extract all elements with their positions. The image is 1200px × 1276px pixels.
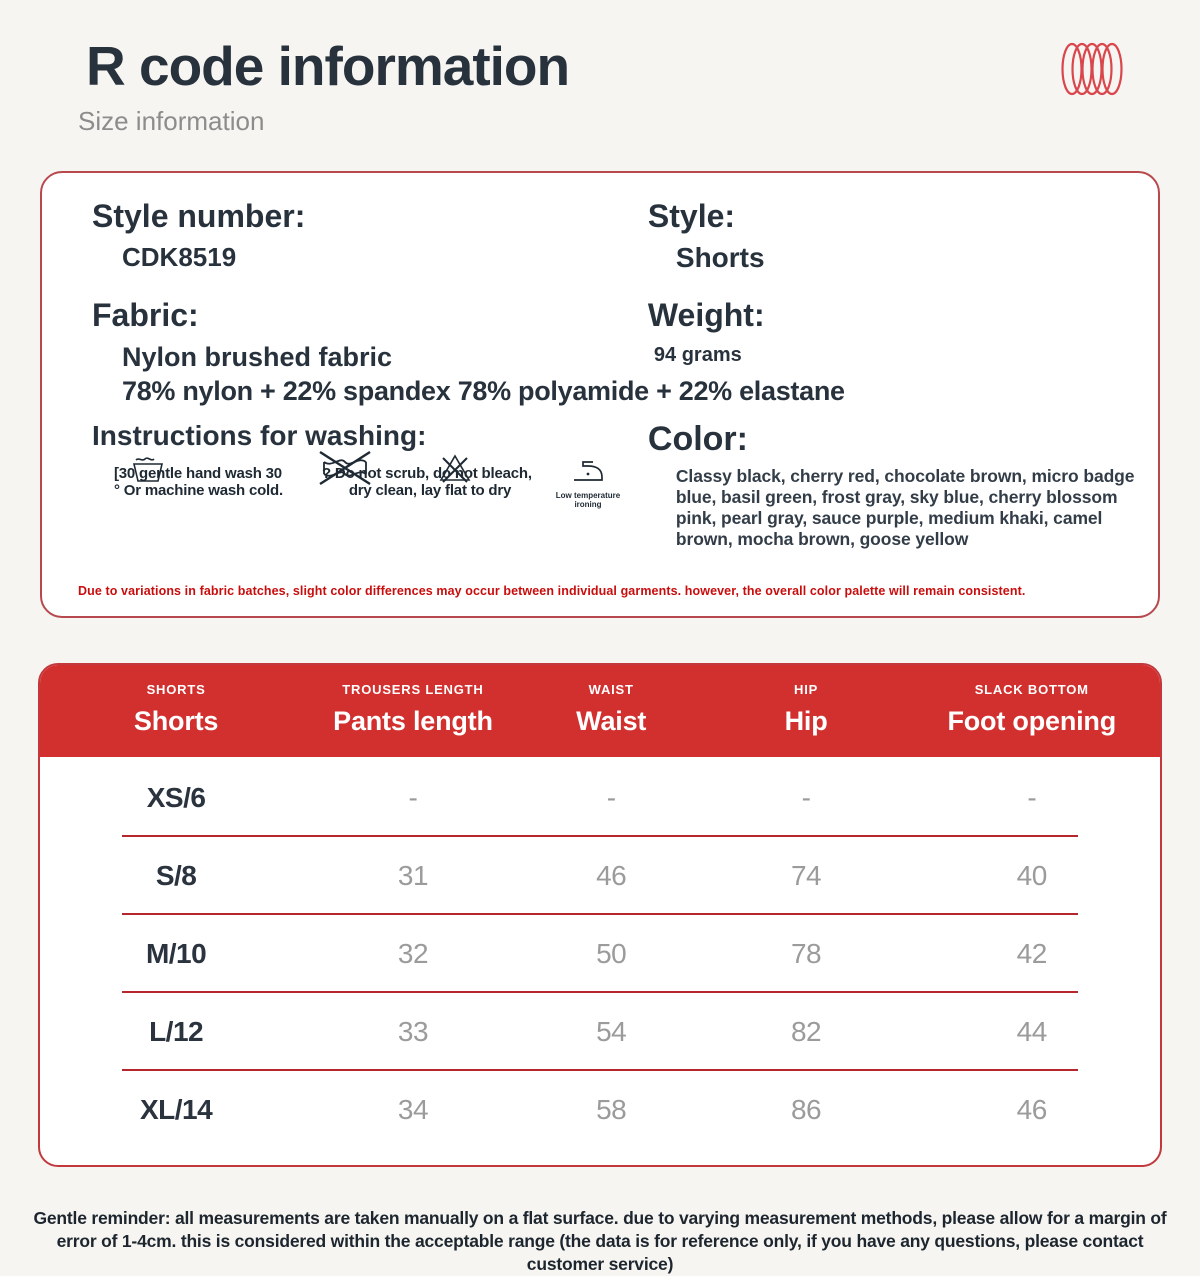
column-main-label: Waist — [576, 706, 647, 737]
washing-text-line: [30 gentle hand wash 30 — [114, 465, 282, 483]
value-cell: 46 — [596, 860, 627, 892]
size-label: L/12 — [149, 1016, 204, 1048]
hand-wash-tub-icon — [130, 454, 166, 489]
value-cell: 31 — [397, 860, 429, 892]
color-block: Color: Classy black, cherry red, chocola… — [647, 420, 1135, 550]
column-main-label: Pants length — [333, 706, 493, 737]
table-row-xs6: XS/6 - - - - — [40, 759, 1160, 838]
washing-text-line: ? Do not scrub, do not bleach, — [322, 465, 532, 483]
value-cell: 50 — [596, 938, 627, 970]
size-table-card: SHORTS Shorts TROUSERS LENGTH Pants leng… — [38, 663, 1162, 1168]
value-cell: - — [1027, 782, 1037, 814]
size-label: XL/14 — [139, 1094, 213, 1126]
color-label: Color: — [647, 420, 748, 459]
style-number-field: Style number: CDK8519 — [92, 197, 648, 274]
page-title: R code information — [86, 35, 570, 97]
value-cell: 74 — [790, 860, 822, 892]
column-small-label: SLACK BOTTOM — [974, 682, 1089, 698]
value-cell: 58 — [596, 1094, 627, 1126]
value-cell: - — [801, 782, 811, 814]
value-cell: 54 — [596, 1016, 627, 1048]
value-cell: 42 — [1016, 938, 1048, 970]
iron-caption-line: Low temperature — [555, 491, 621, 501]
style-field: Style: Shorts — [647, 197, 1112, 274]
column-main-label: Shorts — [133, 706, 219, 737]
weight-field: Weight: 94 grams — [647, 296, 1112, 373]
color-list: Classy black, cherry red, chocolate brow… — [675, 466, 1135, 550]
washing-text-line: dry clean, lay flat to dry — [348, 481, 512, 499]
value-cell: - — [606, 782, 616, 814]
table-row-xl14: XL/14 34 58 86 46 — [40, 1071, 1160, 1149]
column-header-hip: HIP Hip — [709, 682, 904, 737]
washing-item-handwash: [30 gentle hand wash 30 ° Or machine was… — [114, 457, 314, 499]
low-temperature-iron-icon — [571, 461, 605, 490]
washing-block: Instructions for washing: [30 gentle han… — [92, 420, 648, 550]
style-label: Style: — [647, 197, 736, 234]
page-subtitle: Size information — [78, 105, 265, 136]
value-cell: 46 — [1016, 1094, 1048, 1126]
value-cell: 34 — [397, 1094, 429, 1126]
table-row-m10: M/10 32 50 78 42 — [40, 915, 1160, 994]
value-cell: 86 — [790, 1094, 822, 1126]
washing-item-iron: Low temperature ironing — [552, 458, 624, 509]
value-cell: 44 — [1016, 1016, 1048, 1048]
iron-caption-line: ironing — [574, 500, 602, 510]
column-small-label: WAIST — [588, 682, 634, 698]
weight-label: Weight: — [647, 296, 765, 333]
value-cell: 33 — [397, 1016, 429, 1048]
fabric-field: Fabric: Nylon brushed fabric — [92, 296, 648, 373]
column-header-shorts: SHORTS Shorts — [40, 682, 312, 737]
washing-text-line: ° Or machine wash cold. — [114, 481, 283, 499]
gentle-reminder-note: Gentle reminder: all measurements are ta… — [33, 1208, 1167, 1275]
fabric-composition: 78% nylon + 22% spandex 78% polyamide + … — [122, 376, 845, 407]
column-small-label: TROUSERS LENGTH — [342, 682, 484, 698]
column-main-label: Hip — [784, 706, 828, 737]
value-cell: 78 — [790, 938, 822, 970]
style-number-value: CDK8519 — [122, 241, 237, 272]
style-value: Shorts — [675, 241, 765, 273]
do-not-wring-crossed-icon — [316, 448, 374, 493]
value-cell: 82 — [790, 1016, 822, 1048]
weight-value: 94 grams — [653, 344, 742, 367]
washing-item-donts: ? Do not scrub, do not bleach, dry clean… — [319, 451, 538, 499]
style-number-label: Style number: — [92, 197, 306, 234]
washing-instructions-label: Instructions for washing: — [92, 420, 427, 452]
size-table-body: XS/6 - - - - S/8 31 46 74 40 M/10 32 50 … — [40, 757, 1160, 1165]
column-small-label: HIP — [794, 682, 819, 698]
value-cell: 40 — [1016, 860, 1048, 892]
coil-logo-icon — [1060, 42, 1124, 101]
column-main-label: Foot opening — [947, 706, 1117, 737]
color-disclaimer: Due to variations in fabric batches, sli… — [78, 584, 1026, 599]
table-row-l12: L/12 33 54 82 44 — [40, 993, 1160, 1072]
product-info-card: Style number: CDK8519 Style: Shorts Fabr… — [40, 170, 1160, 619]
do-not-bleach-crossed-triangle-icon — [438, 452, 472, 489]
column-header-pants-length: TROUSERS LENGTH Pants length — [312, 682, 514, 737]
value-cell: 32 — [397, 938, 429, 970]
table-row-s8: S/8 31 46 74 40 — [40, 837, 1160, 916]
size-label: M/10 — [145, 938, 207, 970]
page-header: R code information Size information — [0, 0, 1200, 137]
column-header-waist: WAIST Waist — [514, 682, 709, 737]
size-table-header: SHORTS Shorts TROUSERS LENGTH Pants leng… — [40, 665, 1160, 758]
fabric-label: Fabric: — [92, 296, 199, 333]
size-label: S/8 — [155, 860, 197, 892]
size-label: XS/6 — [146, 782, 206, 814]
fabric-name: Nylon brushed fabric — [122, 342, 393, 373]
column-small-label: SHORTS — [146, 682, 206, 698]
column-header-foot-opening: SLACK BOTTOM Foot opening — [904, 682, 1160, 737]
value-cell: - — [408, 782, 418, 814]
